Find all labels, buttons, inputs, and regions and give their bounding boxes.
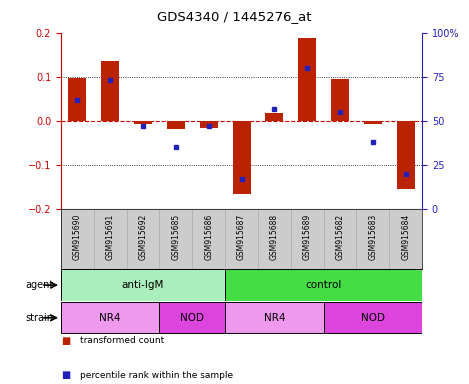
Bar (331, 79, 349, 121)
Text: strain: strain (26, 313, 54, 323)
Text: GSM915686: GSM915686 (204, 214, 213, 260)
Bar (298, 38, 316, 121)
Text: GSM915683: GSM915683 (368, 214, 378, 260)
Text: NR4: NR4 (264, 313, 285, 323)
Bar (134, 121, 152, 124)
Bar (167, 121, 185, 129)
Text: GSM915684: GSM915684 (401, 214, 410, 260)
Bar (200, 121, 218, 127)
Text: ■: ■ (61, 370, 70, 380)
Text: GSM915691: GSM915691 (106, 214, 115, 260)
Text: ■: ■ (61, 336, 70, 346)
Text: percentile rank within the sample: percentile rank within the sample (80, 371, 233, 380)
Text: GSM915689: GSM915689 (303, 214, 312, 260)
Text: GSM915688: GSM915688 (270, 214, 279, 260)
Text: GSM915682: GSM915682 (335, 214, 345, 260)
Bar (324, 302, 422, 333)
Text: GSM915690: GSM915690 (73, 214, 82, 260)
Text: GSM915692: GSM915692 (138, 214, 148, 260)
Text: GSM915685: GSM915685 (171, 214, 181, 260)
Bar (233, 121, 250, 194)
Text: NOD: NOD (180, 313, 204, 323)
Bar (61, 302, 159, 333)
Text: NR4: NR4 (99, 313, 121, 323)
Bar (225, 302, 324, 333)
Bar (364, 121, 382, 124)
Bar (101, 61, 119, 121)
Bar (68, 78, 86, 121)
Bar (397, 121, 415, 189)
Text: anti-IgM: anti-IgM (122, 280, 164, 290)
Text: control: control (305, 280, 342, 290)
Text: NOD: NOD (361, 313, 385, 323)
Text: agent: agent (25, 280, 54, 290)
Text: GDS4340 / 1445276_at: GDS4340 / 1445276_at (157, 10, 312, 23)
Text: GSM915687: GSM915687 (237, 214, 246, 260)
Bar (61, 270, 225, 301)
Bar (159, 302, 225, 333)
Bar (225, 270, 422, 301)
Bar (265, 113, 283, 121)
Text: transformed count: transformed count (80, 336, 164, 345)
